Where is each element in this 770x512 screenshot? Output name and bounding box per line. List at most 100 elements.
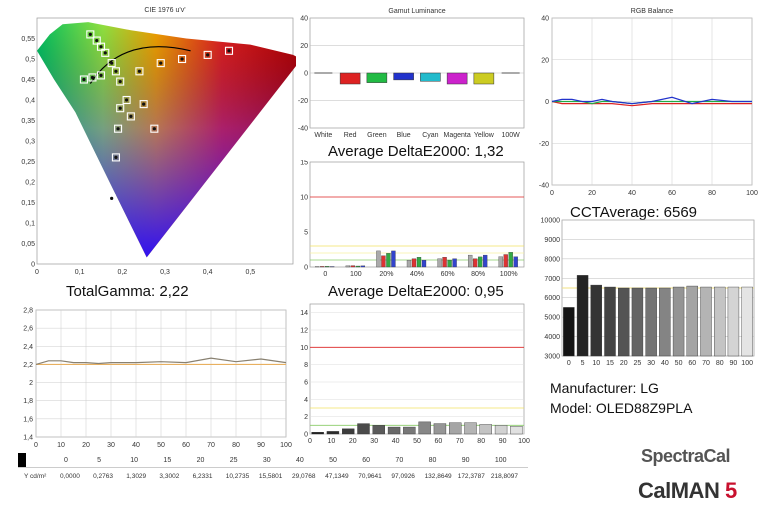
bar bbox=[576, 275, 589, 357]
bar bbox=[355, 265, 361, 268]
x-tick-label: 80% bbox=[471, 271, 485, 278]
y-tick-label: 10 bbox=[300, 345, 308, 352]
y-luminance-label: Y cd/m² bbox=[24, 473, 47, 480]
x-tick-label: 100 bbox=[518, 438, 530, 445]
y-tick-label: 2,6 bbox=[23, 326, 33, 333]
target-marker bbox=[203, 50, 212, 59]
y-tick-label: 20 bbox=[541, 57, 549, 64]
x-tick-label: 60 bbox=[182, 442, 190, 449]
y-tick-label: -40 bbox=[539, 183, 549, 190]
bar bbox=[618, 287, 630, 357]
x-tick-label: 20 bbox=[620, 360, 628, 367]
luminance-value: 0,0000 bbox=[60, 473, 80, 480]
y-tick-label: 2,4 bbox=[23, 344, 33, 351]
deltae-bottom-panel: 0 2 4 6 8 10 12 14 0 10 20 30 40 50 60 70 80 90 100 bbox=[296, 294, 530, 450]
y-tick-label: 2 bbox=[304, 414, 308, 421]
x-tick-label: 0 bbox=[308, 438, 312, 445]
bar bbox=[508, 252, 513, 268]
x-tick-label: 70 bbox=[456, 438, 464, 445]
bar bbox=[442, 257, 447, 268]
bar bbox=[326, 431, 340, 435]
x-tick-label: 100% bbox=[500, 271, 518, 278]
y-tick-label: 0,55 bbox=[21, 36, 35, 43]
target-marker bbox=[79, 75, 88, 84]
y-tick-label: 0,5 bbox=[25, 57, 35, 64]
luminance-value: 3,3002 bbox=[159, 473, 179, 480]
y-tick-label: 14 bbox=[300, 310, 308, 317]
x-tick-label: Magenta bbox=[444, 132, 471, 139]
bar bbox=[393, 72, 414, 81]
bar bbox=[563, 307, 575, 357]
gamma-chart: 1,4 1,6 1,8 2 2,2 2,4 2,6 2,8 0 10 20 30 40 50 60 70 80 9… bbox=[23, 308, 292, 450]
target-marker bbox=[114, 124, 123, 133]
bar bbox=[403, 426, 416, 435]
luminance-value: 132,8649 bbox=[425, 473, 452, 480]
measured-point bbox=[180, 57, 184, 61]
cct-panel: 3000 4000 5000 6000 7000 8000 9000 10000 0 5 10 15 2… bbox=[530, 212, 770, 372]
bar bbox=[381, 255, 386, 268]
bar bbox=[357, 423, 370, 435]
plot-frame bbox=[309, 161, 525, 268]
measured-point bbox=[99, 73, 103, 77]
measured-point bbox=[129, 114, 133, 118]
bar bbox=[672, 286, 685, 357]
x-tick-label: 40 bbox=[661, 360, 669, 367]
measured-point bbox=[110, 61, 114, 65]
bar bbox=[449, 422, 462, 435]
gamut-luminance-panel: Gamut Luminance -40 -20 0 20 40 White Red Green B… bbox=[296, 0, 530, 145]
rgb-balance-chart: RGB Balance -40 -20 0 20 40 0 20 40 60 80 100 bbox=[539, 8, 758, 197]
y-tick-label: 9000 bbox=[544, 237, 560, 244]
measured-point bbox=[152, 127, 156, 131]
x-tick-label: 50 bbox=[675, 360, 683, 367]
x-tick-label: 80 bbox=[708, 190, 716, 197]
luminance-value: 97,0926 bbox=[391, 473, 415, 480]
y-tick-label: 0,35 bbox=[21, 118, 35, 125]
bar bbox=[482, 254, 488, 268]
target-marker bbox=[107, 59, 116, 68]
x-tick-label: 10 bbox=[592, 360, 600, 367]
target-marker bbox=[135, 67, 144, 76]
y-tick-label: 4 bbox=[304, 397, 308, 404]
luminance-value: 10,2735 bbox=[226, 473, 250, 480]
spectracal-logo: SpectraCal bbox=[641, 446, 731, 466]
target-marker bbox=[139, 100, 148, 109]
x-tick-label: 80 bbox=[232, 442, 240, 449]
bar bbox=[494, 425, 508, 435]
luminance-value: 47,1349 bbox=[325, 473, 349, 480]
level-label: 80 bbox=[429, 457, 437, 464]
y-tick-label: 12 bbox=[300, 328, 308, 335]
y-tick-label: -20 bbox=[298, 98, 308, 105]
x-tick-label: 20 bbox=[82, 442, 90, 449]
gamma-title: TotalGamma: 2,22 bbox=[66, 283, 189, 300]
y-tick-label: 0 bbox=[304, 432, 308, 439]
x-tick-label: Green bbox=[367, 132, 387, 139]
measured-point bbox=[110, 196, 114, 200]
x-tick-label: 40 bbox=[628, 190, 636, 197]
x-tick-label: 0,4 bbox=[203, 269, 213, 276]
bar bbox=[366, 72, 388, 83]
bar bbox=[437, 258, 442, 268]
bar bbox=[350, 265, 356, 268]
y-tick-label: 0,05 bbox=[21, 241, 35, 248]
measured-point bbox=[159, 61, 163, 65]
bar bbox=[510, 425, 523, 435]
x-tick-label: 100 bbox=[746, 190, 758, 197]
deltae-top-chart: 0 5 10 15 0 100 20% 40% 60% 80% 100% bbox=[300, 160, 525, 278]
x-tick-label: 50 bbox=[413, 438, 421, 445]
bar bbox=[386, 253, 391, 268]
measured-point bbox=[82, 77, 86, 82]
target-marker bbox=[126, 112, 135, 121]
y-tick-label: 10 bbox=[300, 195, 308, 202]
x-tick-label: 25 bbox=[634, 360, 642, 367]
x-tick-label: 10 bbox=[57, 442, 65, 449]
bar bbox=[464, 422, 477, 435]
level-label: 5 bbox=[97, 457, 101, 464]
luminance-value: 1,3029 bbox=[126, 473, 146, 480]
bar bbox=[479, 424, 492, 435]
bar bbox=[411, 258, 417, 268]
y-tick-label: 6000 bbox=[544, 295, 560, 302]
bar bbox=[342, 428, 355, 435]
measured-point bbox=[118, 79, 122, 84]
level-label: 25 bbox=[230, 457, 238, 464]
measured-point bbox=[99, 45, 103, 49]
